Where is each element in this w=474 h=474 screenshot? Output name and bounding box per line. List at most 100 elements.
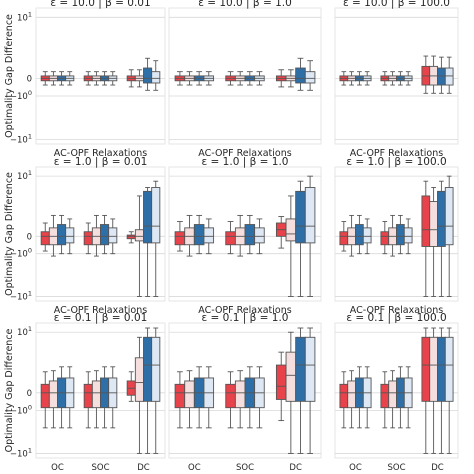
box-QC-4: [65, 71, 75, 86]
box-SOC-4: [108, 218, 118, 255]
box-body: [347, 380, 356, 409]
box-body: [304, 187, 316, 244]
box-body: [100, 224, 110, 246]
x-axis-label: AC-OPF Relaxations: [350, 148, 443, 159]
box-body: [295, 190, 306, 244]
y-tick-label: 101: [17, 325, 32, 338]
box-body: [429, 336, 438, 402]
y-tick-label: −101: [10, 289, 32, 302]
box-body: [388, 380, 397, 409]
box-body: [151, 71, 161, 84]
y-tick-label: −100: [10, 403, 32, 416]
box-DC-4: [304, 175, 316, 297]
panel-title: ε = 1.0 | β = 100.0: [346, 156, 446, 168]
box-QC-1: [40, 222, 50, 252]
box-body: [437, 67, 446, 86]
box-QC-2: [347, 370, 356, 429]
box-QC-4: [362, 218, 372, 255]
box-SOC-4: [254, 366, 265, 429]
box-body: [184, 380, 195, 409]
box-body: [134, 229, 144, 242]
box-body: [48, 380, 58, 409]
x-tick-label: DC: [289, 463, 302, 470]
box-SOC-3: [396, 71, 405, 86]
box-body: [444, 336, 454, 402]
box-SOC-1: [83, 222, 93, 255]
box-QC-4: [362, 366, 372, 429]
box-body: [396, 224, 405, 246]
box-body: [339, 231, 349, 246]
panel-title: ε = 0.1 | β = 1.0: [202, 312, 289, 324]
box-QC-1: [174, 221, 186, 252]
box-SOC-3: [100, 71, 110, 86]
x-tick-label: QC: [51, 463, 64, 470]
y-tick-label: −100: [10, 89, 32, 102]
box-SOC-3: [396, 214, 405, 255]
box-body: [65, 227, 75, 244]
panel-title: ε = 1.0 | β = 1.0: [202, 156, 289, 168]
box-body: [193, 224, 205, 246]
box-SOC-1: [225, 371, 236, 429]
box-DC-4: [304, 60, 316, 91]
box-body: [151, 187, 161, 244]
box-QC-2: [347, 214, 356, 257]
x-tick-label: QC: [188, 463, 201, 470]
x-tick-label: SOC: [236, 463, 254, 470]
box-DC-1: [421, 55, 431, 94]
box-DC-3: [437, 56, 446, 94]
box-body: [143, 190, 153, 244]
box-SOC-1: [380, 71, 390, 86]
panel-title: ε = 0.1 | β = 0.01: [54, 312, 148, 324]
box-DC-4: [444, 175, 454, 297]
panel-title: ε = 10.0 | β = 0.01: [50, 0, 150, 9]
y-axis-label: Optimality Gap Difference: [4, 14, 15, 138]
box-DC-4: [304, 327, 316, 454]
box-body: [304, 71, 316, 84]
box-body: [83, 383, 93, 409]
box-SOC-4: [403, 218, 413, 255]
box-body: [174, 231, 186, 246]
box-body: [143, 336, 153, 402]
box-SOC-2: [234, 71, 246, 86]
box-body: [225, 383, 236, 409]
x-axis-label: AC-OPF Relaxations: [198, 305, 291, 316]
box-SOC-1: [225, 221, 236, 255]
box-body: [151, 336, 161, 402]
box-body: [40, 383, 50, 409]
box-QC-4: [65, 218, 75, 255]
y-tick-label: −101: [10, 132, 32, 145]
x-tick-label: QC: [349, 463, 362, 470]
box-SOC-4: [108, 71, 118, 86]
x-tick-label: SOC: [387, 463, 405, 470]
box-QC-3: [355, 366, 364, 429]
box-SOC-4: [108, 366, 118, 429]
box-body: [295, 67, 306, 84]
box-SOC-1: [380, 221, 390, 255]
y-tick-label: 101: [17, 169, 32, 182]
box-QC-3: [193, 71, 205, 86]
box-SOC-2: [91, 370, 101, 429]
box-body: [126, 234, 136, 240]
x-axis-label: AC-OPF Relaxations: [54, 305, 147, 316]
box-DC-2: [134, 336, 144, 454]
box-QC-2: [184, 214, 195, 257]
box-QC-3: [57, 71, 67, 86]
box-QC-4: [65, 366, 75, 429]
box-body: [380, 383, 390, 409]
y-tick-label: −101: [10, 446, 32, 459]
box-body: [285, 218, 297, 242]
box-body: [429, 201, 438, 247]
box-body: [403, 227, 413, 244]
box-SOC-1: [225, 71, 236, 86]
box-DC-4: [151, 180, 161, 297]
box-DC-1: [275, 216, 287, 249]
box-body: [174, 383, 186, 409]
box-SOC-4: [403, 366, 413, 429]
box-body: [254, 227, 265, 244]
box-body: [304, 336, 316, 402]
box-DC-4: [151, 60, 161, 91]
x-tick-label: DC: [431, 463, 444, 470]
y-axis-label: Optimality Gap Difference: [4, 172, 15, 296]
box-body: [108, 227, 118, 244]
